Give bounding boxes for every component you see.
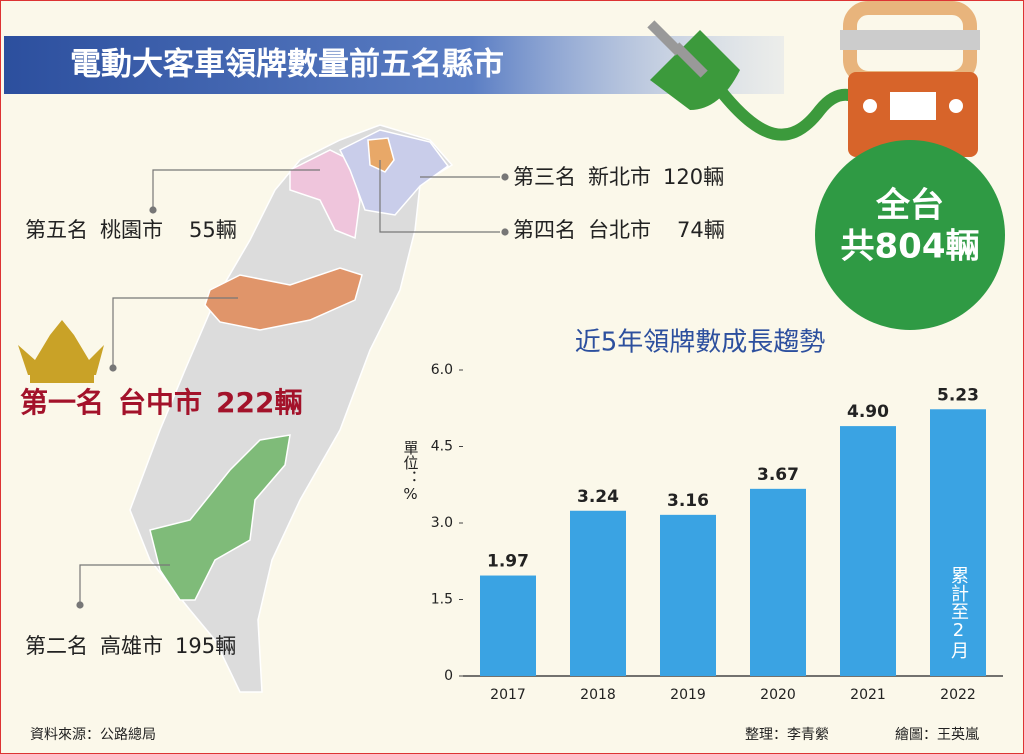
rank: 第二名: [25, 634, 88, 658]
x-tick-label: 2019: [670, 687, 706, 703]
rank-5: 第五名 桃園市 55輛: [25, 218, 237, 242]
x-tick-label: 2022: [940, 687, 976, 703]
bar: [840, 426, 896, 676]
y-tick-label: 0: [444, 668, 453, 684]
count: 222輛: [216, 386, 302, 419]
total-circle: [815, 140, 1005, 330]
bar: [480, 575, 536, 676]
rank-4: 第四名 台北市 74輛: [513, 218, 725, 242]
city: 高雄市: [100, 634, 163, 658]
rank-3: 第三名 新北市 120輛: [513, 165, 724, 189]
y-axis-label: 單位：%: [402, 440, 420, 503]
bar: [750, 488, 806, 676]
plug-icon: [647, 1, 980, 157]
value-label: 4.90: [847, 402, 889, 422]
illustrator: 繪圖：王英嵐: [895, 726, 979, 743]
annotation: 累計至2月: [948, 566, 969, 659]
chart-title: 近5年領牌數成長趨勢: [575, 328, 826, 358]
bar: [930, 409, 986, 676]
value-label: 3.67: [757, 465, 799, 485]
rank-2: 第二名 高雄市 195輛: [25, 634, 236, 658]
rank: 第一名: [20, 386, 104, 419]
source: 資料來源：公路總局: [30, 726, 156, 743]
y-tick-label: 1.5: [431, 592, 453, 608]
city: 新北市: [588, 165, 651, 189]
x-tick-label: 2020: [760, 687, 796, 703]
city: 桃園市: [100, 218, 163, 242]
y-tick-label: 3.0: [431, 515, 453, 531]
editor: 整理：李青縈: [745, 727, 829, 743]
value-label: 5.23: [937, 385, 979, 405]
value-label: 3.24: [577, 487, 619, 507]
value-label: 1.97: [487, 552, 529, 572]
x-tick-label: 2017: [490, 687, 526, 703]
count: 55輛: [189, 218, 237, 242]
x-tick-label: 2018: [580, 687, 616, 703]
count: 74輛: [677, 218, 725, 242]
x-tick-label: 2021: [850, 687, 886, 703]
bar: [570, 510, 626, 676]
y-tick-label: 6.0: [431, 362, 453, 378]
taiwan-map: [129, 124, 454, 693]
rank-1: 第一名 台中市 222輛: [20, 386, 302, 419]
city: 台北市: [588, 218, 651, 242]
rank: 第五名: [25, 218, 88, 242]
title-band: [4, 36, 784, 94]
crown-icon: [18, 320, 104, 383]
count: 120輛: [663, 165, 724, 189]
leader-lines: [76, 160, 509, 609]
total-line1: 全台: [875, 186, 944, 226]
rank: 第三名: [513, 165, 576, 189]
total-line2: 共804輛: [841, 227, 980, 267]
value-label: 3.16: [667, 491, 709, 511]
bar: [660, 514, 716, 676]
y-tick-label: 4.5: [431, 439, 453, 455]
count: 195輛: [175, 634, 236, 658]
rank: 第四名: [513, 218, 576, 242]
city: 台中市: [118, 386, 202, 419]
title: 電動大客車領牌數量前五名縣市: [70, 47, 504, 83]
